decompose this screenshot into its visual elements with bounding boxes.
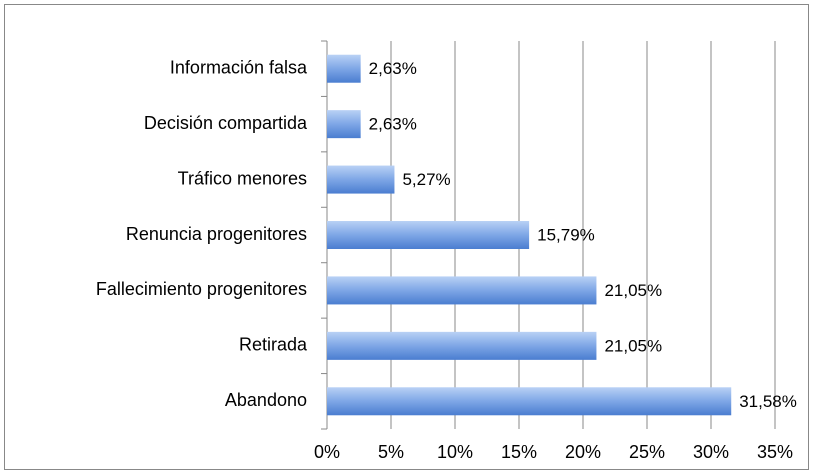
x-tick-label: 5% <box>378 442 404 462</box>
bar <box>327 54 361 83</box>
x-tick-label: 25% <box>629 442 665 462</box>
y-tick-label: Abandono <box>225 390 307 410</box>
y-tick-label: Retirada <box>239 335 308 355</box>
bar <box>327 276 597 305</box>
value-label: 21,05% <box>604 336 662 355</box>
y-tick-label: Información falsa <box>170 57 308 77</box>
y-tick-label: Tráfico menores <box>178 168 307 188</box>
x-tick-label: 20% <box>565 442 601 462</box>
bar <box>327 331 597 360</box>
value-label: 2,63% <box>369 59 417 78</box>
value-label: 5,27% <box>402 170 450 189</box>
x-tick-label: 30% <box>693 442 729 462</box>
value-label: 21,05% <box>604 281 662 300</box>
y-tick-label: Decisión compartida <box>144 113 308 133</box>
value-label: 15,79% <box>537 225 595 244</box>
value-label: 2,63% <box>369 115 417 134</box>
x-tick-label: 10% <box>437 442 473 462</box>
y-tick-label: Fallecimiento progenitores <box>96 279 307 299</box>
x-tick-label: 15% <box>501 442 537 462</box>
x-tick-label: 35% <box>757 442 793 462</box>
bar <box>327 110 361 139</box>
value-label: 31,58% <box>739 392 797 411</box>
x-tick-label: 0% <box>314 442 340 462</box>
bar <box>327 221 530 249</box>
y-tick-label: Renuncia progenitores <box>126 224 307 244</box>
bar <box>327 387 732 416</box>
bar <box>327 165 395 194</box>
